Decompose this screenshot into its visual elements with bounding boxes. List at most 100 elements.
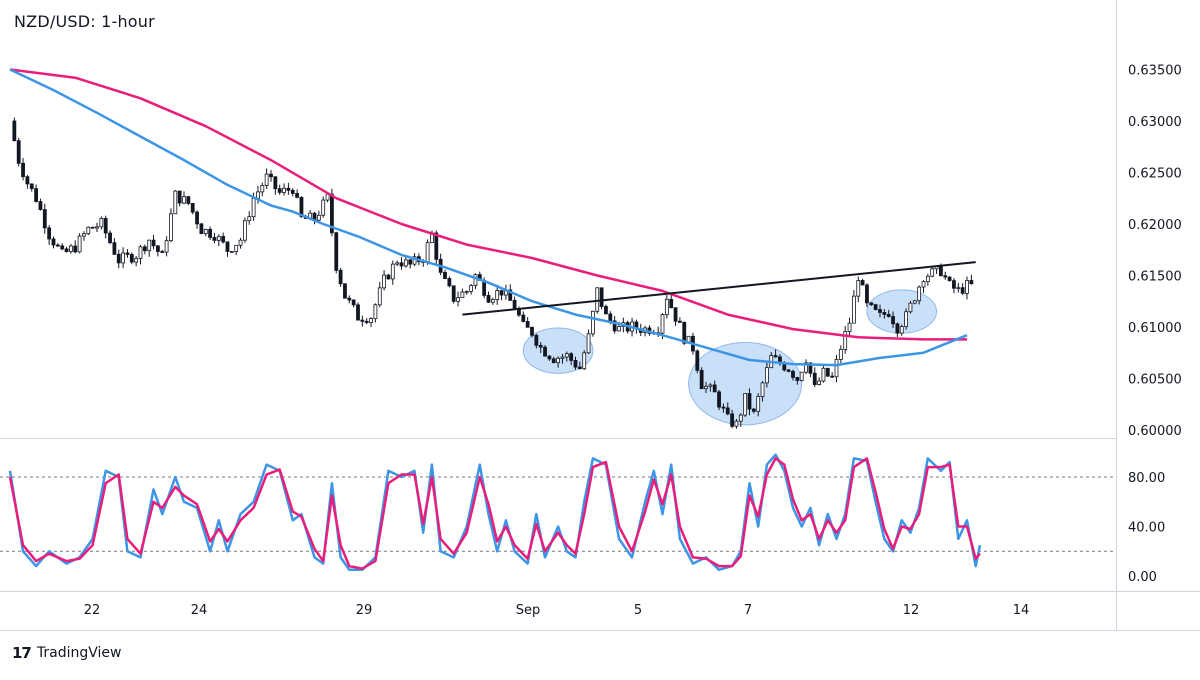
time-tick-label-6: 12 <box>903 603 920 618</box>
candle-body <box>756 396 761 412</box>
candle-body <box>112 242 117 255</box>
tradingview-logo-icon: 17 <box>12 644 32 662</box>
candle-body <box>425 242 430 263</box>
candle-body <box>82 233 86 237</box>
candle-body <box>229 251 234 253</box>
candle-body <box>956 287 961 290</box>
candle-body <box>16 140 21 164</box>
candle-body <box>582 352 587 370</box>
candle-body <box>499 290 504 296</box>
candle-body <box>90 226 95 229</box>
candle-body <box>595 287 600 312</box>
candle-body <box>155 245 160 252</box>
candle-body <box>943 275 948 278</box>
candle-body <box>738 414 743 422</box>
candle-body <box>199 223 204 235</box>
stoch-tick-label-1: 40.00 <box>1128 521 1165 536</box>
candle-body <box>530 326 534 336</box>
candle-body <box>251 197 256 218</box>
candle-body <box>521 314 526 322</box>
candle-body <box>743 393 748 416</box>
candle-body <box>195 211 199 225</box>
time-tick-label-4: 5 <box>634 603 642 618</box>
candle-body <box>799 371 804 381</box>
candle-body <box>125 252 130 255</box>
candle-body <box>765 367 769 384</box>
candle-body <box>556 357 560 364</box>
candle-body <box>725 407 730 415</box>
candle-body <box>830 375 835 378</box>
candle-body <box>969 280 974 285</box>
candle-body <box>290 189 295 194</box>
candle-body <box>947 276 952 282</box>
candle-body <box>886 314 891 317</box>
candle-body <box>403 259 408 267</box>
candle-body <box>25 176 30 185</box>
candles-group <box>12 117 974 429</box>
time-tick-label-7: 14 <box>1013 603 1030 618</box>
candle-body <box>895 323 900 334</box>
candle-body <box>660 314 665 334</box>
candle-body <box>760 382 765 397</box>
candle-body <box>369 318 373 323</box>
candle-body <box>547 355 552 360</box>
trendline <box>462 261 976 316</box>
candle-body <box>751 408 756 412</box>
candle-body <box>664 298 669 316</box>
candle-body <box>47 227 52 240</box>
candle-body <box>242 220 247 241</box>
candle-body <box>860 280 865 286</box>
candle-body <box>21 162 25 178</box>
candle-body <box>351 299 356 306</box>
candle-body <box>55 244 60 247</box>
candle-body <box>856 280 861 297</box>
candle-body <box>456 297 460 302</box>
candle-body <box>390 263 395 280</box>
candle-body <box>469 285 474 292</box>
candle-body <box>29 183 34 189</box>
candle-body <box>147 239 152 252</box>
candle-body <box>277 188 282 193</box>
candle-body <box>921 281 926 288</box>
candle-body <box>343 283 347 299</box>
candle-body <box>704 385 708 390</box>
candle-body <box>373 304 378 320</box>
price-tick-label-5: 0.61000 <box>1128 321 1182 336</box>
candle-body <box>821 367 826 382</box>
candle-body <box>669 298 674 309</box>
candle-body <box>116 253 121 264</box>
candle-body <box>299 196 304 218</box>
candle-body <box>225 241 230 252</box>
candle-body <box>508 289 513 301</box>
candle-body <box>538 344 543 348</box>
candle-body <box>708 384 713 387</box>
price-tick-label-0: 0.63500 <box>1128 64 1182 79</box>
candle-body <box>834 359 839 378</box>
chart-title: NZD/USD: 1-hour <box>14 12 155 31</box>
candle-body <box>395 262 400 265</box>
candle-body <box>164 240 169 253</box>
candle-body <box>412 256 417 265</box>
candle-body <box>151 239 156 247</box>
candle-body <box>804 362 808 373</box>
candle-body <box>386 274 391 280</box>
candle-body <box>678 320 682 323</box>
candle-body <box>852 295 856 324</box>
candle-body <box>608 313 613 322</box>
candle-body <box>73 245 78 253</box>
candle-body <box>604 306 608 315</box>
candle-body <box>177 190 182 204</box>
candle-body <box>42 209 47 229</box>
ma-fast-line <box>9 68 968 367</box>
candle-body <box>699 369 704 390</box>
candle-body <box>795 377 800 381</box>
candle-body <box>203 228 208 235</box>
candle-body <box>86 226 91 235</box>
candle-body <box>586 333 591 354</box>
candle-body <box>599 287 604 307</box>
candle-body <box>904 311 908 327</box>
candle-body <box>321 199 326 216</box>
candle-body <box>69 245 73 252</box>
